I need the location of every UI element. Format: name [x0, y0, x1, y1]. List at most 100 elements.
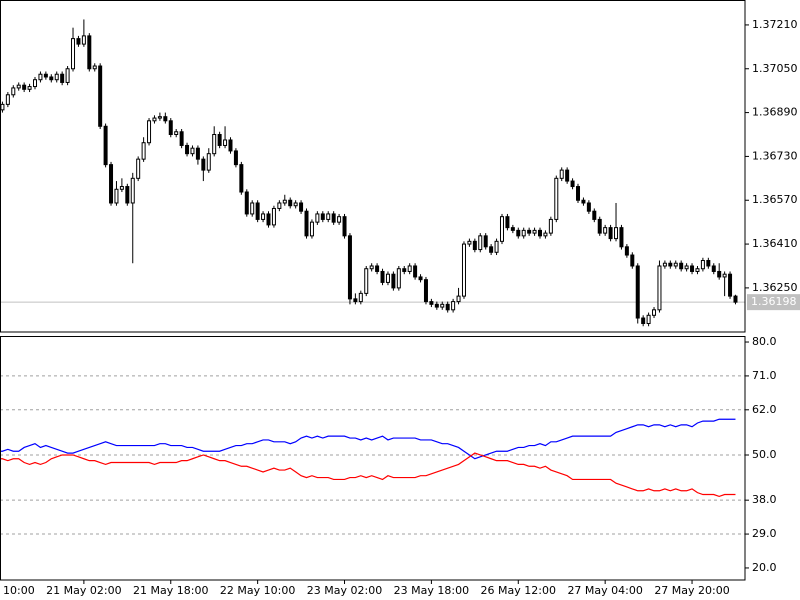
- candle-body: [315, 213, 320, 223]
- candle-body: [304, 210, 309, 237]
- candle-body: [261, 213, 266, 220]
- candle-body: [320, 213, 325, 220]
- candle-body: [114, 188, 119, 204]
- candle-body: [641, 317, 646, 325]
- candle-body: [624, 246, 629, 256]
- candle-body: [565, 169, 570, 182]
- candle-body: [22, 84, 27, 90]
- candle-body: [592, 210, 597, 220]
- candle-body: [60, 73, 65, 83]
- candle-body: [244, 191, 249, 215]
- candle-body: [717, 270, 722, 278]
- candle-body: [668, 262, 673, 267]
- candle-body: [38, 73, 43, 81]
- y-tick-label: 50.0: [752, 448, 777, 461]
- candle-body: [402, 268, 407, 272]
- candle-body: [429, 301, 434, 305]
- candle-body: [109, 164, 114, 204]
- candle-body: [396, 268, 401, 289]
- candle-body: [440, 303, 445, 308]
- candle-body: [445, 303, 450, 311]
- candle-body: [516, 229, 521, 237]
- y-tick-label: 1.36730: [752, 149, 798, 162]
- candle-body: [147, 120, 152, 144]
- last-price-box: [747, 294, 800, 311]
- candle-body: [5, 94, 10, 105]
- candle-body: [299, 202, 304, 212]
- candle-body: [711, 265, 716, 272]
- candle-body: [510, 227, 515, 231]
- x-tick-label: 27 May 04:00: [567, 584, 642, 597]
- candle-body: [657, 265, 662, 311]
- candle-body: [250, 202, 255, 215]
- candle-body: [119, 186, 124, 190]
- candle-body: [635, 265, 640, 319]
- candle-body: [347, 235, 352, 300]
- candle-body: [461, 243, 466, 297]
- candle-body: [163, 116, 168, 122]
- candle-body: [728, 273, 733, 297]
- x-tick-label: 22 May 10:00: [220, 584, 295, 597]
- candle-body: [130, 177, 135, 204]
- candle-body: [87, 35, 92, 70]
- candle-body: [380, 270, 385, 283]
- candle-body: [49, 76, 54, 81]
- candle-body: [125, 186, 130, 204]
- candle-body: [538, 229, 542, 237]
- candle-body: [369, 265, 374, 270]
- x-tick-label: 23 May 18:00: [394, 584, 469, 597]
- candle-body: [293, 202, 298, 207]
- candle-body: [98, 65, 103, 127]
- candle-body: [543, 232, 548, 237]
- candle-body: [277, 202, 282, 209]
- candle-body: [679, 262, 684, 270]
- candle-body: [288, 199, 293, 207]
- candle-body: [282, 199, 287, 204]
- candle-body: [223, 139, 228, 146]
- candle-body: [597, 218, 602, 234]
- candle-body: [217, 133, 222, 146]
- candle-body: [570, 180, 575, 188]
- candle-body: [71, 38, 76, 70]
- candle-body: [212, 133, 217, 155]
- indicator-frame: [0, 336, 746, 581]
- candle-body: [499, 216, 504, 242]
- candle-body: [548, 218, 553, 234]
- candle-body: [695, 268, 700, 272]
- y-tick-label: 62.0: [752, 403, 777, 416]
- candle-body: [239, 164, 244, 193]
- candle-body: [608, 227, 613, 240]
- x-tick-label: 21 May 18:00: [133, 584, 208, 597]
- candle-body: [228, 139, 233, 152]
- candle-body: [195, 147, 200, 160]
- candle-body: [603, 227, 608, 234]
- candle-body: [505, 216, 510, 229]
- y-tick-label: 38.0: [752, 493, 777, 506]
- x-tick-label: 27 May 20:00: [654, 584, 729, 597]
- candle-body: [662, 262, 667, 267]
- candle-body: [646, 314, 651, 325]
- candle-body: [309, 221, 314, 237]
- candle-body: [554, 177, 559, 220]
- candle-body: [331, 213, 336, 223]
- x-tick-label: 20 May 10:00: [0, 584, 35, 597]
- candle-body: [54, 73, 59, 81]
- candle-body: [521, 229, 526, 237]
- candle-body: [174, 131, 179, 135]
- candle-body: [271, 207, 276, 226]
- candle-body: [358, 292, 363, 303]
- candle-body: [700, 260, 705, 270]
- candle-body: [684, 265, 689, 270]
- candle-body: [233, 150, 238, 166]
- candle-body: [467, 240, 472, 245]
- y-tick-label: 1.36250: [752, 281, 798, 294]
- candle-body: [614, 227, 619, 240]
- candle-body: [451, 301, 456, 311]
- candle-body: [0, 103, 5, 111]
- candle-body: [652, 309, 657, 316]
- candle-body: [581, 199, 586, 204]
- indicator-line: [0, 452, 736, 498]
- candle-body: [576, 186, 581, 201]
- y-tick-label: 1.37210: [752, 18, 798, 31]
- candle-body: [206, 153, 211, 171]
